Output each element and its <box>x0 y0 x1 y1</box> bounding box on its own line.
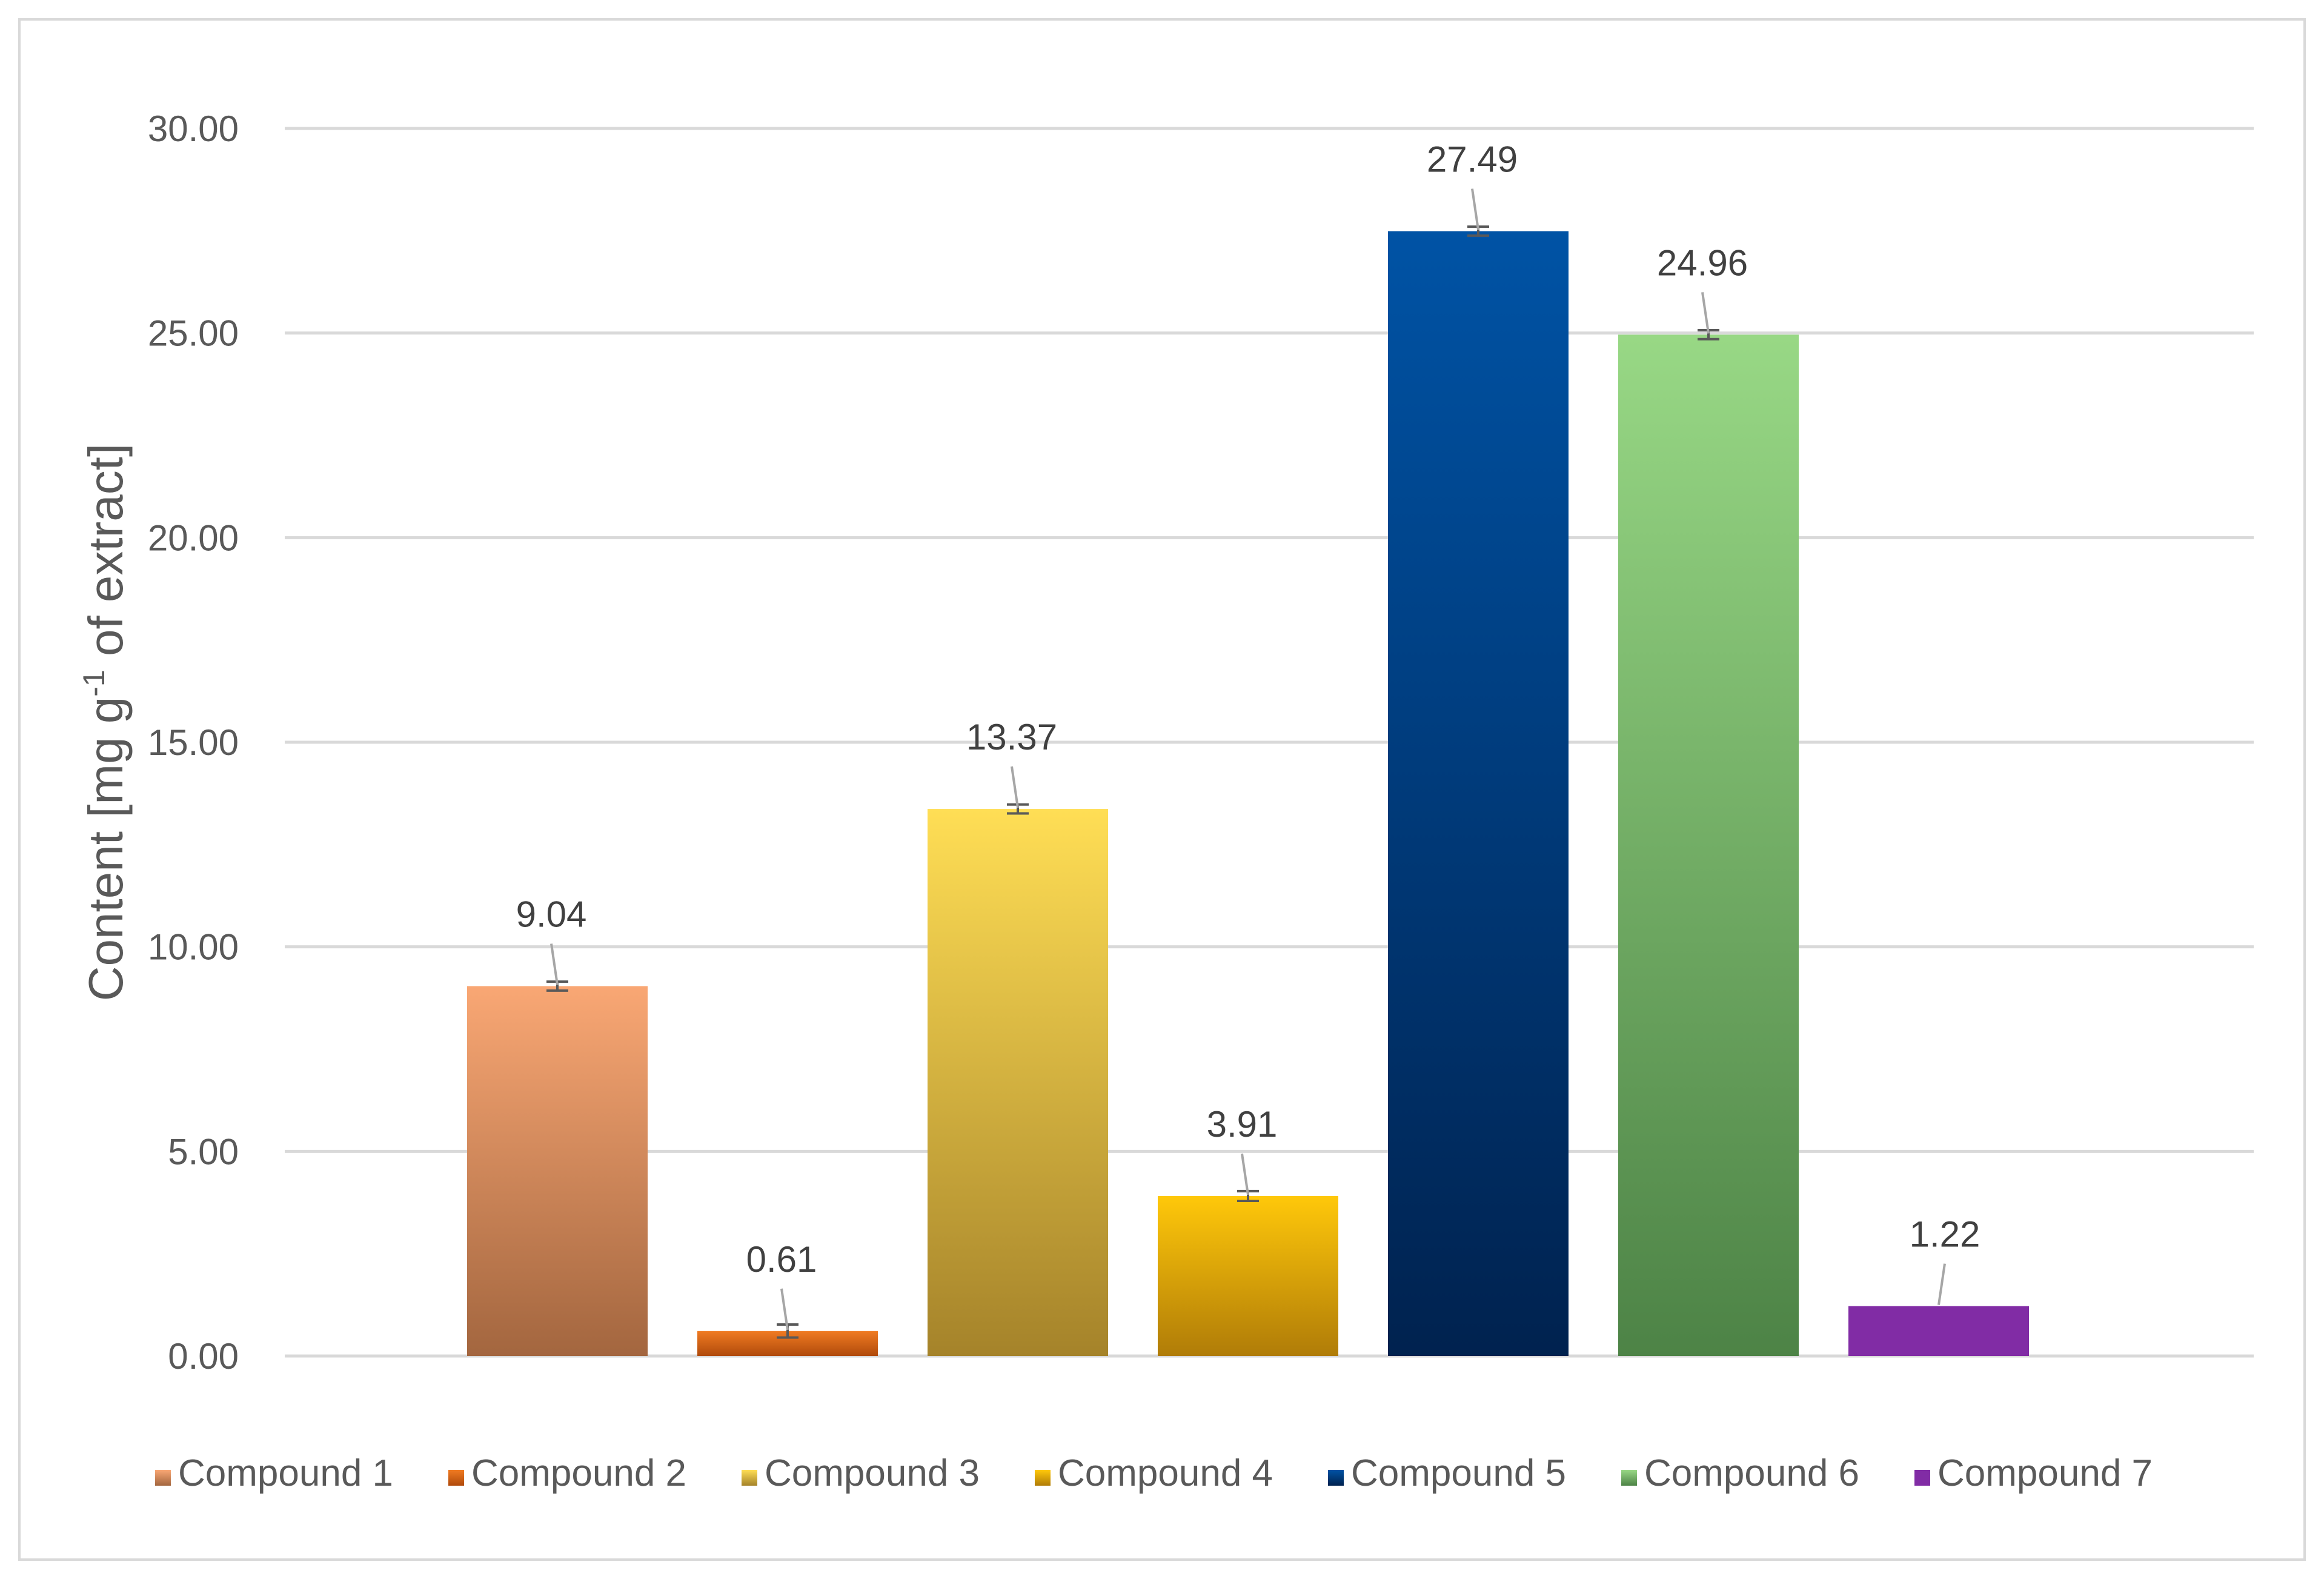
data-label-compound-3: 13.37 <box>966 717 1057 757</box>
legend-label: Compound 5 <box>1351 1452 1566 1494</box>
y-axis-title-main: Content [mg g <box>79 697 133 1002</box>
legend-item-compound-5: Compound 5 <box>1328 1452 1566 1494</box>
legend-item-compound-2: Compound 2 <box>448 1452 686 1494</box>
leader-line <box>1701 292 1710 334</box>
legend-swatch <box>1328 1470 1344 1486</box>
legend-item-compound-3: Compound 3 <box>742 1452 980 1494</box>
bar-chart: 0.00 5.00 10.00 15.00 20.00 25.00 30.00 9.04 0.… <box>77 108 2254 1494</box>
legend-swatch <box>742 1470 757 1486</box>
bar-compound-5 <box>1388 231 1569 1356</box>
leader-line <box>550 943 559 985</box>
legend-swatch <box>1914 1470 1930 1486</box>
data-labels: 9.04 0.61 13.37 3.91 27.49 24.96 1.22 <box>516 139 1980 1331</box>
legend: Compound 1 Compound 2 Compound 3 Compound 4… <box>155 1452 2153 1494</box>
bar-compound-4 <box>1158 1195 1338 1356</box>
leader-line <box>1241 1153 1249 1195</box>
chart-frame: 0.00 5.00 10.00 15.00 20.00 25.00 30.00 9.04 0.… <box>18 18 2306 1561</box>
y-tick-label: 15.00 <box>148 722 239 763</box>
legend-label: Compound 3 <box>765 1452 980 1494</box>
legend-label: Compound 4 <box>1058 1452 1273 1494</box>
legend-label: Compound 2 <box>471 1452 686 1494</box>
bar-compound-1 <box>467 986 648 1356</box>
y-tick-label: 25.00 <box>148 313 239 354</box>
bars <box>467 225 2029 1357</box>
bar-compound-3 <box>928 809 1108 1356</box>
legend-label: Compound 6 <box>1644 1452 1859 1494</box>
y-tick-label: 20.00 <box>148 517 239 558</box>
y-axis-title: Content [mg g-1 of extract] <box>77 444 133 1001</box>
y-axis-title-superscript: -1 <box>77 670 111 696</box>
legend-swatch <box>448 1470 464 1486</box>
data-label-compound-7: 1.22 <box>1910 1214 1980 1255</box>
legend-label: Compound 1 <box>178 1452 393 1494</box>
legend-swatch <box>1035 1470 1051 1486</box>
legend-item-compound-7: Compound 7 <box>1914 1452 2153 1494</box>
bar-compound-7 <box>1848 1306 2029 1356</box>
legend-label: Compound 7 <box>1937 1452 2153 1494</box>
legend-item-compound-6: Compound 6 <box>1621 1452 1859 1494</box>
leader-line <box>780 1288 789 1331</box>
data-label-compound-5: 27.49 <box>1427 139 1518 180</box>
legend-item-compound-1: Compound 1 <box>155 1452 393 1494</box>
y-axis-title-tail: of extract] <box>79 444 133 670</box>
y-tick-label: 0.00 <box>168 1336 239 1377</box>
legend-item-compound-4: Compound 4 <box>1035 1452 1273 1494</box>
leader-line <box>1937 1263 1946 1305</box>
data-label-compound-6: 24.96 <box>1657 242 1748 283</box>
legend-swatch <box>155 1470 171 1486</box>
y-axis-ticks: 0.00 5.00 10.00 15.00 20.00 25.00 30.00 <box>148 108 239 1377</box>
leader-line <box>1011 766 1019 808</box>
bar-compound-6 <box>1618 334 1799 1357</box>
data-label-compound-1: 9.04 <box>516 894 587 934</box>
legend-swatch <box>1621 1470 1637 1486</box>
y-tick-label: 30.00 <box>148 108 239 149</box>
y-tick-label: 5.00 <box>168 1131 239 1172</box>
data-label-compound-2: 0.61 <box>746 1239 817 1280</box>
data-label-compound-4: 3.91 <box>1207 1104 1278 1145</box>
leader-line <box>1471 188 1479 230</box>
y-tick-label: 10.00 <box>148 927 239 968</box>
